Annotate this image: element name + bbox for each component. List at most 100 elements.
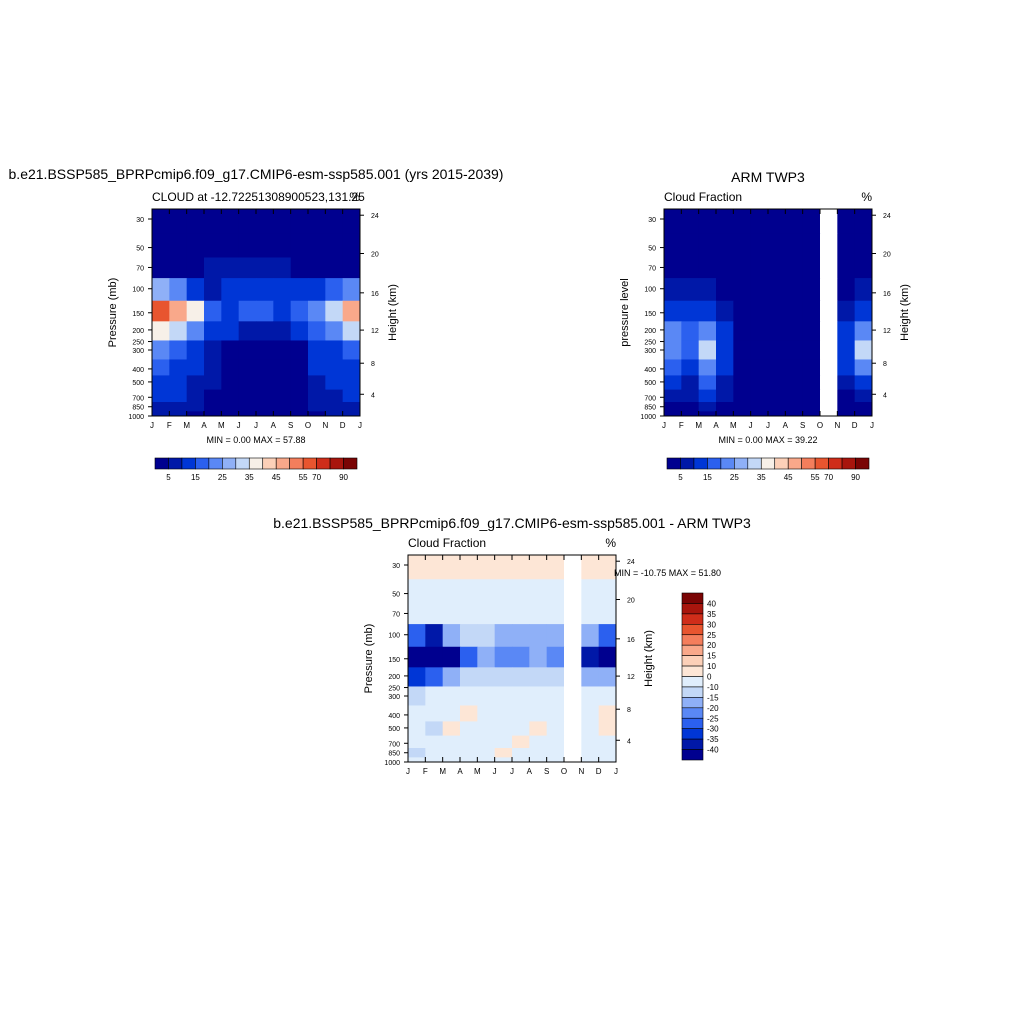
x-tick-label: J — [870, 421, 874, 430]
x-tick-label: S — [288, 421, 293, 430]
heatmap-cell — [308, 340, 326, 360]
y-tick-label: 100 — [132, 287, 144, 294]
y-tick-right-label: 24 — [883, 213, 891, 220]
x-tick-label: J — [749, 421, 753, 430]
heatmap-cell — [238, 300, 257, 322]
colorbar-swatch — [681, 603, 704, 615]
heatmap-cell — [425, 757, 444, 763]
heatmap-cell — [564, 757, 582, 763]
x-tick-label: M — [183, 421, 190, 430]
heatmap-cell — [342, 233, 361, 258]
heatmap-cell — [529, 624, 548, 648]
heatmap-cell — [460, 686, 478, 706]
colorbar-swatch — [841, 457, 856, 470]
y-tick-right-label: 24 — [371, 213, 379, 220]
y-tick-label: 300 — [388, 694, 400, 701]
heatmap-cell — [238, 209, 257, 234]
heatmap-cell — [273, 300, 292, 322]
heatmap-cell — [152, 257, 170, 279]
heatmap-cell — [598, 555, 617, 580]
heatmap-cell — [325, 257, 344, 279]
colorbar-swatch — [154, 457, 169, 470]
heatmap-cell — [442, 735, 461, 749]
heatmap-cell — [854, 359, 873, 376]
heatmap-cell — [733, 300, 752, 322]
heatmap-cell — [152, 389, 170, 403]
heatmap-cell — [564, 555, 582, 580]
x-tick-label: F — [679, 421, 684, 430]
heatmap-cell — [308, 209, 326, 234]
heatmap-cell — [425, 748, 444, 758]
heatmap-cell — [698, 359, 717, 376]
heatmap-cell — [546, 705, 565, 722]
colorbar-label: 5 — [166, 473, 171, 482]
heatmap-cell — [238, 257, 257, 279]
heatmap-cell — [273, 389, 292, 403]
heatmap-cell — [785, 402, 804, 412]
heatmap-cell — [802, 359, 821, 376]
heatmap-cell — [238, 375, 257, 390]
heatmap-cell — [681, 321, 700, 341]
heatmap-cell — [342, 278, 361, 302]
heatmap-cell — [529, 603, 548, 625]
heatmap-cell — [425, 705, 444, 722]
heatmap-cell — [802, 402, 821, 412]
heatmap-cell — [698, 233, 717, 258]
heatmap-cell — [152, 209, 170, 234]
y-tick-right-label: 4 — [371, 392, 375, 399]
heatmap-cell — [698, 321, 717, 341]
heatmap-cell — [564, 748, 582, 758]
heatmap-cell — [494, 579, 513, 604]
heatmap-cell — [733, 375, 752, 390]
x-tick-label: O — [817, 421, 823, 430]
heatmap-cell — [290, 257, 309, 279]
heatmap-cell — [820, 233, 838, 258]
heatmap-cell — [598, 667, 617, 687]
x-tick-label: J — [237, 421, 241, 430]
heatmap-cell — [716, 278, 734, 302]
heatmap-cell — [716, 402, 734, 412]
heatmap-cell — [342, 321, 361, 341]
stats-label: MIN = 0.00 MAX = 57.88 — [206, 435, 305, 445]
colorbar-swatch — [760, 457, 776, 470]
colorbar-swatch — [343, 457, 358, 470]
heatmap-cell — [325, 278, 344, 302]
y-tick-label: 400 — [644, 367, 656, 374]
heatmap-cell — [290, 375, 309, 390]
heatmap-cell — [768, 300, 786, 322]
colorbar-swatch — [681, 697, 704, 709]
x-tick-label: M — [474, 767, 481, 776]
heatmap-cell — [785, 278, 804, 302]
heatmap-cell — [273, 340, 292, 360]
heatmap-cell — [325, 402, 344, 412]
heatmap-cell — [664, 209, 682, 234]
y-tick-label: 500 — [644, 380, 656, 387]
colorbar-label: 55 — [811, 473, 820, 482]
heatmap-cell — [425, 555, 444, 580]
colorbar-label: 30 — [707, 620, 716, 629]
heatmap-cell — [564, 603, 582, 625]
heatmap-cell — [820, 375, 838, 390]
y-axis-title-right: Height (km) — [643, 630, 655, 687]
heatmap-cell — [256, 278, 274, 302]
heatmap-cell — [169, 233, 188, 258]
x-tick-label: N — [578, 767, 584, 776]
heatmap-cell — [425, 646, 444, 668]
heatmap-cell — [820, 389, 838, 403]
heatmap-cell — [854, 389, 873, 403]
x-tick-label: A — [783, 421, 789, 430]
heatmap-cell — [204, 209, 222, 234]
heatmap-cell — [802, 340, 821, 360]
heatmap-cell — [750, 209, 769, 234]
heatmap-cell — [681, 233, 700, 258]
panel-3: b.e21.BSSP585_BPRPcmip6.f09_g17.CMIP6-es… — [273, 515, 751, 776]
heatmap-cell — [512, 646, 530, 668]
colorbar-label: -30 — [707, 725, 719, 734]
colorbar-label: -25 — [707, 714, 719, 723]
heatmap-cell — [512, 735, 530, 749]
heatmap-cell — [442, 757, 461, 763]
heatmap-cell — [273, 411, 292, 417]
heatmap-cell — [664, 300, 682, 322]
y-tick-label: 300 — [132, 348, 144, 355]
y-tick-label: 200 — [388, 674, 400, 681]
